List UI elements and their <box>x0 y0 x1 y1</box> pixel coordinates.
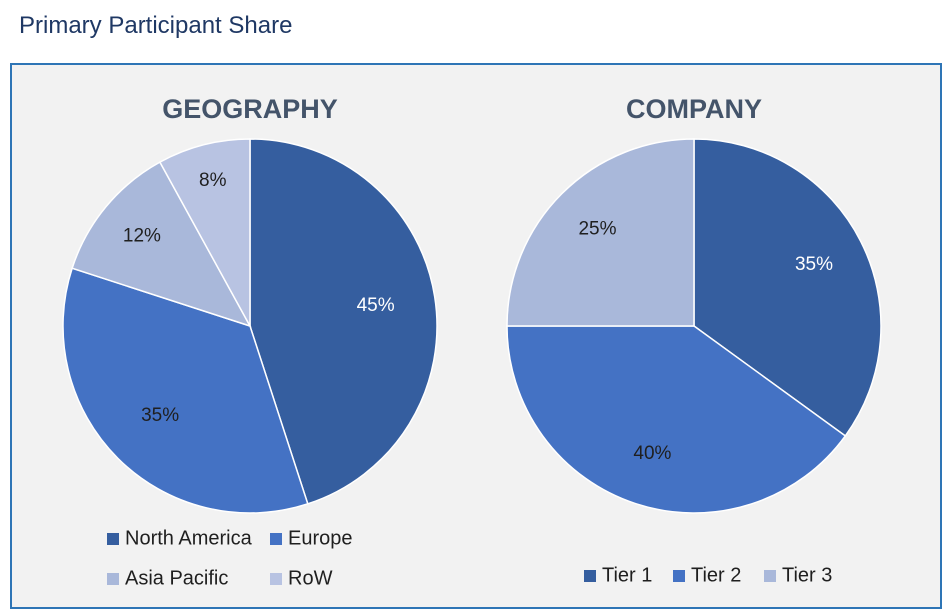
slice-label-tier-2: 40% <box>633 443 671 464</box>
chart-legend: Tier 1 Tier 2 Tier 3 <box>584 564 832 586</box>
legend-swatch-tier-2 <box>673 570 685 582</box>
slice-label-europe: 35% <box>141 405 179 426</box>
pie-slice-row <box>158 138 251 327</box>
pie-slice-tier-3 <box>506 138 695 327</box>
legend-swatch-asia-pacific <box>107 573 119 585</box>
slice-label-tier-1: 35% <box>795 254 833 275</box>
slice-label-north-america: 45% <box>357 295 395 316</box>
chart-title: COMPANY <box>626 94 762 124</box>
pie-slice-asia-pacific <box>71 161 252 328</box>
pie-slice-north-america <box>249 138 438 505</box>
page-title: Primary Participant Share <box>19 12 293 39</box>
chart-panel: GEOGRAPHY 45% 35% 12% 8% North America Europe A… <box>10 63 942 609</box>
pie-slice-tier-1 <box>693 138 882 437</box>
legend-swatch-europe <box>270 533 282 545</box>
legend-swatch-north-america <box>107 533 119 545</box>
legend-swatch-tier-1 <box>584 570 596 582</box>
chart-legend: North America Europe Asia Pacific RoW <box>107 527 353 589</box>
legend-label-row: RoW <box>288 567 333 589</box>
legend-label-tier-2: Tier 2 <box>691 564 741 586</box>
legend-swatch-tier-3 <box>764 570 776 582</box>
charts-svg: GEOGRAPHY 45% 35% 12% 8% North America Europe A… <box>62 94 882 589</box>
chart-title: GEOGRAPHY <box>162 94 338 124</box>
pie-chart-company: COMPANY 35% 40% 25% Tier 1 Tier 2 Tier 3 <box>506 94 882 586</box>
legend-label-tier-1: Tier 1 <box>602 564 652 586</box>
slice-label-row: 8% <box>199 170 227 191</box>
legend-label-asia-pacific: Asia Pacific <box>125 567 228 589</box>
legend-swatch-row <box>270 573 282 585</box>
slice-label-asia-pacific: 12% <box>123 226 161 247</box>
pie-slice-tier-2 <box>506 325 847 514</box>
pie-chart-geography: GEOGRAPHY 45% 35% 12% 8% North America Europe A… <box>62 94 438 589</box>
pie-slice-europe <box>62 267 309 514</box>
legend-label-tier-3: Tier 3 <box>782 564 832 586</box>
legend-label-north-america: North America <box>125 527 253 549</box>
slice-label-tier-3: 25% <box>578 218 616 239</box>
legend-label-europe: Europe <box>288 527 353 549</box>
